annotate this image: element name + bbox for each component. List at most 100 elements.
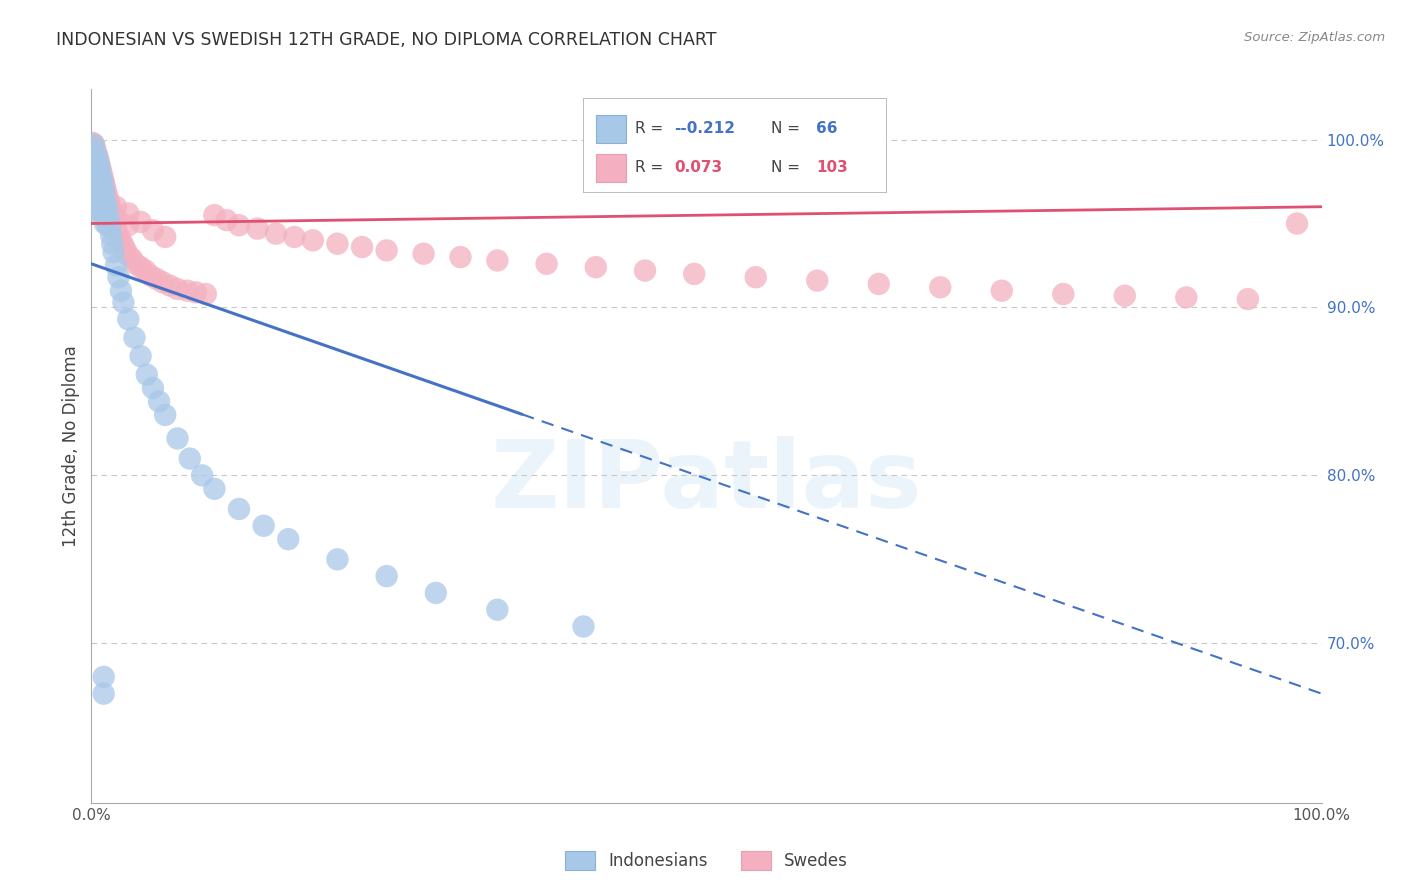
- Point: [194, 287, 217, 301]
- Point: [124, 257, 146, 271]
- Point: [84, 145, 107, 159]
- Point: [1285, 217, 1308, 231]
- Point: [97, 203, 120, 218]
- Point: [135, 263, 156, 277]
- Bar: [596, 115, 626, 143]
- Point: [1175, 290, 1198, 304]
- Point: [93, 670, 115, 684]
- Point: [105, 223, 127, 237]
- Point: [159, 278, 181, 293]
- Point: [228, 218, 250, 232]
- Point: [114, 244, 138, 258]
- Text: R =: R =: [636, 120, 668, 136]
- Point: [449, 250, 471, 264]
- Point: [112, 295, 135, 310]
- Point: [90, 181, 112, 195]
- Point: [90, 164, 112, 178]
- Point: [129, 349, 152, 363]
- Point: [84, 166, 107, 180]
- Point: [91, 178, 114, 192]
- Text: 0.073: 0.073: [675, 160, 723, 175]
- Point: [82, 136, 104, 150]
- Point: [152, 275, 174, 289]
- Point: [93, 191, 115, 205]
- Point: [117, 248, 139, 262]
- Point: [83, 145, 105, 159]
- Point: [89, 168, 111, 182]
- Point: [93, 208, 115, 222]
- Point: [990, 284, 1012, 298]
- Point: [94, 191, 117, 205]
- Point: [412, 246, 434, 260]
- Point: [806, 274, 828, 288]
- Point: [86, 178, 108, 192]
- Point: [179, 451, 201, 466]
- Point: [110, 284, 132, 298]
- Point: [89, 188, 111, 202]
- Point: [326, 552, 349, 566]
- Point: [93, 194, 115, 209]
- Point: [486, 253, 509, 268]
- Point: [84, 141, 107, 155]
- Point: [87, 183, 110, 197]
- Point: [96, 185, 117, 199]
- Point: [83, 161, 105, 175]
- Point: [100, 228, 122, 243]
- Point: [148, 394, 170, 409]
- Point: [96, 189, 118, 203]
- Point: [84, 158, 107, 172]
- Point: [1114, 289, 1136, 303]
- Point: [104, 219, 127, 234]
- Point: [326, 236, 349, 251]
- Point: [86, 171, 108, 186]
- Point: [82, 149, 104, 163]
- Point: [86, 153, 108, 167]
- Point: [93, 210, 115, 224]
- Point: [96, 198, 118, 212]
- Point: [745, 270, 768, 285]
- Point: [86, 146, 108, 161]
- Text: --0.212: --0.212: [675, 120, 735, 136]
- Point: [202, 208, 225, 222]
- Point: [90, 194, 112, 209]
- Point: [153, 230, 177, 244]
- Point: [166, 432, 188, 446]
- Point: [98, 219, 121, 234]
- Point: [87, 196, 110, 211]
- Text: Source: ZipAtlas.com: Source: ZipAtlas.com: [1244, 31, 1385, 45]
- Point: [101, 210, 124, 224]
- Point: [93, 175, 115, 189]
- Point: [90, 169, 112, 184]
- Text: 66: 66: [817, 120, 838, 136]
- Point: [191, 468, 214, 483]
- Point: [86, 149, 108, 163]
- Point: [97, 211, 120, 226]
- Point: [83, 149, 105, 163]
- Point: [375, 569, 398, 583]
- Point: [91, 186, 114, 201]
- Point: [228, 502, 250, 516]
- Text: N =: N =: [770, 120, 804, 136]
- Point: [86, 161, 108, 175]
- Point: [94, 217, 117, 231]
- Point: [166, 282, 188, 296]
- Point: [94, 179, 117, 194]
- Point: [90, 173, 112, 187]
- Point: [117, 206, 139, 220]
- Text: ZIPatlas: ZIPatlas: [491, 435, 922, 528]
- Point: [101, 236, 124, 251]
- Point: [87, 154, 110, 169]
- Point: [145, 272, 167, 286]
- Point: [98, 200, 121, 214]
- Point: [91, 200, 114, 214]
- Point: [84, 149, 107, 163]
- Point: [868, 277, 890, 291]
- Point: [253, 518, 276, 533]
- Point: [87, 158, 110, 172]
- Point: [929, 280, 952, 294]
- Point: [117, 312, 139, 326]
- Point: [86, 175, 108, 189]
- Point: [264, 227, 287, 241]
- Point: [96, 218, 118, 232]
- Point: [139, 268, 162, 283]
